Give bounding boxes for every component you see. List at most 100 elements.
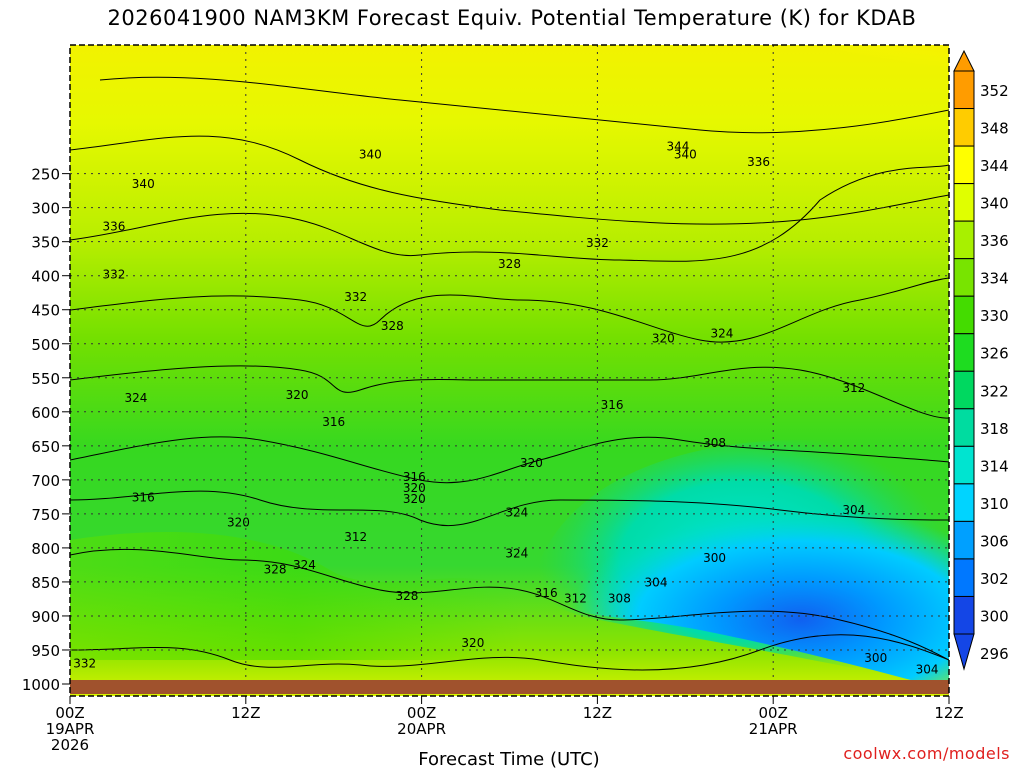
colorbar-label: 326	[980, 345, 1009, 363]
contour-label: 316	[403, 470, 426, 484]
colorbar-swatch	[953, 408, 975, 447]
contour-label: 340	[132, 177, 155, 191]
contour-label: 300	[864, 651, 887, 665]
contour-line	[70, 164, 949, 262]
contour-label: 308	[703, 436, 726, 450]
y-tick-label: 800	[31, 540, 60, 558]
green-low-region	[70, 531, 520, 660]
blue-low-region	[559, 504, 949, 690]
chart-title: 2026041900 NAM3KM Forecast Equiv. Potent…	[107, 6, 917, 30]
x-tick-label: 19APR	[46, 720, 95, 738]
contour-label: 340	[674, 148, 697, 162]
credit-text: coolwx.com/models	[843, 744, 1010, 763]
y-tick-label: 450	[31, 302, 60, 320]
ground-surface	[70, 680, 949, 694]
y-tick-label: 950	[31, 642, 60, 660]
contour-label: 328	[381, 319, 404, 333]
contour-label: 320	[227, 516, 250, 530]
contour-label: 328	[395, 589, 418, 603]
colorbar-swatch	[953, 145, 975, 185]
contour-label: 312	[564, 591, 587, 605]
colorbar-label: 344	[980, 157, 1009, 175]
colorbar-label: 348	[980, 120, 1009, 138]
x-tick-label: 12Z	[231, 704, 260, 722]
colorbar-swatch	[953, 483, 975, 522]
contour-label: 316	[322, 415, 345, 429]
x-tick-label: 00Z	[55, 704, 84, 722]
y-tick-label: 750	[31, 506, 60, 524]
contour-label: 320	[652, 331, 675, 345]
y-tick-label: 600	[31, 404, 60, 422]
contour-label: 332	[344, 290, 367, 304]
x-tick-label: 12Z	[934, 704, 963, 722]
colorbar-swatch	[953, 258, 975, 297]
colorbar-swatch	[953, 220, 975, 260]
contour-label: 320	[520, 456, 543, 470]
grid-lines	[70, 45, 949, 680]
contour-line	[99, 76, 949, 134]
y-tick-label: 850	[31, 574, 60, 592]
y-tick-label: 650	[31, 438, 60, 456]
colorbar-swatch	[953, 558, 975, 597]
colorbar-label: 352	[980, 82, 1009, 100]
contour-label: 344	[667, 139, 690, 153]
colorbar-label: 330	[980, 307, 1009, 325]
colorbar-label: 296	[980, 645, 1009, 663]
contour-label: 320	[286, 388, 309, 402]
contour-label: 304	[916, 663, 939, 677]
colorbar-swatch	[953, 370, 975, 410]
y-tick-label: 350	[31, 234, 60, 252]
x-tick-label: 20APR	[397, 720, 446, 738]
colorbar-label: 322	[980, 382, 1009, 400]
colorbar-bottom-arrow	[953, 633, 975, 671]
contour-label: 324	[505, 546, 528, 560]
y-tick-label: 1000	[22, 676, 60, 694]
x-tick-label: 2026	[51, 736, 89, 754]
contour-label: 332	[73, 657, 96, 671]
colorbar-label: 310	[980, 495, 1009, 513]
colorbar-swatch	[953, 595, 975, 635]
colorbar-swatch	[953, 295, 975, 335]
y-tick-label: 700	[31, 472, 60, 490]
contour-label: 328	[498, 257, 521, 271]
contour-label: 316	[535, 586, 558, 600]
contour-line	[70, 365, 949, 419]
y-tick-label: 500	[31, 336, 60, 354]
contour-label: 320	[403, 481, 426, 495]
x-tick-label: 12Z	[583, 704, 612, 722]
colorbar-swatch	[953, 183, 975, 222]
contour-label: 320	[403, 492, 426, 506]
contour-label: 304	[842, 503, 865, 517]
contour-label: 304	[645, 576, 668, 590]
y-tick-label: 250	[31, 166, 60, 184]
warm-upper-region	[631, 45, 949, 125]
heatmap-field	[70, 45, 949, 696]
contour-line	[70, 490, 949, 526]
x-axis-title: Forecast Time (UTC)	[418, 749, 599, 768]
contour-line	[70, 436, 949, 484]
contour-label: 316	[601, 398, 624, 412]
x-tick-label: 00Z	[759, 704, 788, 722]
contour-label: 336	[102, 220, 125, 234]
y-tick-label: 300	[31, 200, 60, 218]
contour-label: 312	[344, 530, 367, 544]
contour-label: 340	[359, 148, 382, 162]
colorbar-label: 336	[980, 232, 1009, 250]
contour-line	[70, 135, 949, 225]
contour-label: 324	[505, 506, 528, 520]
x-tick-label: 21APR	[749, 720, 798, 738]
colorbar-swatch	[953, 108, 975, 147]
colorbar-label: 340	[980, 195, 1009, 213]
contour-line	[70, 634, 949, 671]
x-tick-label: 00Z	[407, 704, 436, 722]
colorbar: 352 348 344 340 336 334 330 326 322 318 314 310 306 3…	[953, 49, 1009, 671]
contour-label: 332	[586, 236, 609, 250]
contour-label: 324	[710, 327, 733, 341]
colorbar-swatch	[953, 445, 975, 485]
colorbar-label: 318	[980, 420, 1009, 438]
contour-label: 312	[842, 381, 865, 395]
y-axis-ticks: 250 300 350 400 450 500 550 600 650 700 750 800 850 9…	[22, 166, 70, 694]
